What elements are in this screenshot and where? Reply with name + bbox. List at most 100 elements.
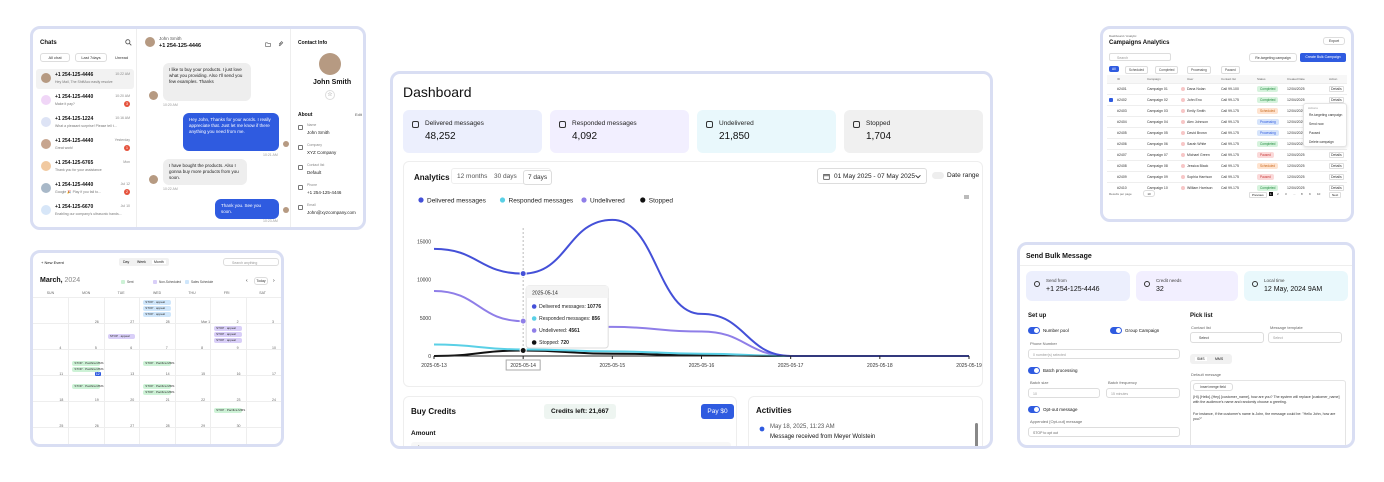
calendar-event[interactable]: STOP · appeal bbox=[214, 332, 242, 337]
action-menu-item[interactable]: Send now bbox=[1309, 122, 1324, 126]
chart-menu-icon[interactable] bbox=[964, 195, 969, 199]
calendar-event[interactable]: STOP · appeal bbox=[143, 300, 171, 305]
page-button[interactable]: 10 bbox=[1317, 192, 1321, 196]
day-number[interactable]: 2 bbox=[236, 320, 239, 324]
calendar-event[interactable]: STOP · Pacifica MMS bbox=[143, 361, 175, 366]
range-12-months[interactable]: 12 months bbox=[457, 173, 488, 180]
table-row[interactable]: #2408 Campaign 08 Jessica Black Call 99-175… bbox=[1107, 160, 1347, 171]
day-number[interactable]: 26 bbox=[94, 424, 99, 428]
tab-paused[interactable]: Paused bbox=[1221, 66, 1240, 74]
day-number[interactable]: 28 bbox=[165, 424, 170, 428]
table-row[interactable]: #2402 Campaign 02 John Eno Call 99-175 Compl… bbox=[1107, 94, 1347, 105]
day-number[interactable]: 19 bbox=[94, 398, 99, 402]
tab-mms[interactable]: MMS bbox=[1215, 357, 1224, 361]
calendar-event[interactable]: STOP · appeal bbox=[143, 312, 171, 317]
action-menu-item[interactable]: Re-targeting campaign bbox=[1309, 113, 1343, 117]
row-checkbox[interactable] bbox=[1109, 98, 1113, 102]
date-range-toggle[interactable] bbox=[932, 172, 944, 179]
day-number[interactable]: 28 bbox=[165, 320, 170, 324]
contact-star-button[interactable]: ☆ bbox=[325, 90, 335, 100]
tab-processing[interactable]: Processing bbox=[1187, 66, 1211, 74]
view-week[interactable]: Week bbox=[137, 260, 146, 264]
range-30-days[interactable]: 30 days bbox=[494, 173, 517, 180]
calendar-event[interactable]: STOP · Pacifica MMS bbox=[72, 384, 104, 389]
page-button[interactable]: 2 bbox=[1277, 192, 1279, 196]
day-number[interactable]: 26 bbox=[94, 320, 99, 324]
table-row[interactable]: #2409 Campaign 09 Sophia Harrison Call 99-1… bbox=[1107, 171, 1347, 182]
view-month[interactable]: Month bbox=[152, 260, 166, 264]
table-row[interactable]: #2401 Campaign 01 Dana Nolan Call 99-100 Com… bbox=[1107, 83, 1347, 94]
day-number[interactable]: 11 bbox=[59, 372, 64, 376]
number-pool-toggle[interactable] bbox=[1028, 327, 1040, 334]
day-number[interactable]: 8 bbox=[201, 346, 204, 350]
chat-list-item[interactable]: +1 254-125-4440 Great work! Yesterday 1 bbox=[36, 135, 134, 155]
default-message-editor[interactable]: Insert merge field {Hi} {Hello} {Hey} [c… bbox=[1190, 380, 1346, 445]
export-button[interactable]: Export bbox=[1323, 37, 1345, 45]
phone-number-select[interactable]: 0 number(s) selected bbox=[1028, 349, 1180, 359]
edit-button[interactable]: Edit bbox=[355, 112, 362, 117]
prev-month-button[interactable]: ‹ bbox=[246, 278, 248, 284]
group-campaign-toggle[interactable] bbox=[1110, 327, 1122, 334]
day-number[interactable]: 29 bbox=[201, 424, 206, 428]
chat-list-item[interactable]: +1 254-125-4440 Google 🎉 Play if you fail… bbox=[36, 179, 134, 199]
page-button[interactable]: ... bbox=[1293, 192, 1296, 196]
day-number[interactable]: 12 bbox=[94, 372, 101, 376]
retargeting-campaign-button[interactable]: Re-targeting campaign bbox=[1249, 53, 1297, 62]
next-month-button[interactable]: › bbox=[273, 278, 275, 284]
action-menu-item[interactable]: Delete campaign bbox=[1309, 140, 1334, 144]
chat-list-item[interactable]: +1 254-125-6670 Enabling our company's ul… bbox=[36, 201, 134, 221]
create-bulk-campaign-button[interactable]: Create Bulk Campaign bbox=[1300, 53, 1346, 62]
activities-scrollbar[interactable] bbox=[975, 423, 978, 446]
day-number[interactable]: 14 bbox=[165, 372, 170, 376]
chat-list-item[interactable]: +1 254-125-6765 Thank you for your assist… bbox=[36, 157, 134, 177]
calendar-search-input[interactable]: Search anything bbox=[223, 258, 279, 266]
day-number[interactable]: 18 bbox=[59, 398, 64, 402]
chat-list-item[interactable]: +1 254-125-4446 Hey Mail, The ShiftAcc ea… bbox=[36, 69, 134, 89]
action-menu-item[interactable]: Paused bbox=[1309, 131, 1321, 135]
details-button[interactable]: Details bbox=[1329, 174, 1344, 180]
view-day[interactable]: Day bbox=[123, 260, 130, 264]
details-button[interactable]: Details bbox=[1329, 152, 1344, 158]
day-number[interactable]: 7 bbox=[165, 346, 168, 350]
day-number[interactable]: 22 bbox=[201, 398, 206, 402]
calendar-event[interactable]: STOP · Pacifica MMS bbox=[72, 367, 104, 372]
contact-list-select[interactable]: Select bbox=[1190, 332, 1264, 343]
batch-processing-toggle[interactable] bbox=[1028, 367, 1040, 374]
day-number[interactable]: 30 bbox=[236, 424, 241, 428]
next-page-button[interactable]: Next bbox=[1329, 192, 1342, 198]
pay-button[interactable]: Pay $0 bbox=[701, 404, 734, 419]
batch-size-input[interactable]: 10 bbox=[1028, 388, 1100, 398]
calendar-event[interactable]: STOP · appeal bbox=[143, 306, 171, 311]
tab-scheduled[interactable]: Scheduled bbox=[1125, 66, 1149, 74]
prev-page-button[interactable]: Previous bbox=[1249, 192, 1267, 198]
page-button[interactable]: 3 bbox=[1285, 192, 1287, 196]
tab-all[interactable]: All bbox=[1109, 66, 1119, 72]
day-number[interactable]: 13 bbox=[130, 372, 135, 376]
calendar-event[interactable]: STOP · Pacifica MMS bbox=[143, 390, 175, 395]
day-number[interactable]: 9 bbox=[236, 346, 239, 350]
day-number[interactable]: 27 bbox=[130, 320, 135, 324]
day-number[interactable]: 21 bbox=[165, 398, 170, 402]
day-number[interactable]: 4 bbox=[59, 346, 62, 350]
date-range-picker[interactable]: 01 May 2025 - 07 May 2025 bbox=[817, 168, 927, 184]
batch-frequency-select[interactable]: 15 minutes bbox=[1106, 388, 1180, 398]
day-number[interactable]: 15 bbox=[201, 372, 206, 376]
day-number[interactable]: 20 bbox=[130, 398, 135, 402]
day-number[interactable]: 10 bbox=[272, 346, 276, 350]
today-button[interactable]: Today bbox=[254, 277, 268, 285]
folder-icon[interactable] bbox=[265, 41, 271, 47]
data-point[interactable] bbox=[519, 346, 527, 354]
day-number[interactable]: 16 bbox=[236, 372, 241, 376]
day-number[interactable]: 24 bbox=[272, 398, 276, 402]
opt-out-toggle[interactable] bbox=[1028, 406, 1040, 413]
tab-sms[interactable]: SMS bbox=[1195, 357, 1207, 361]
details-button[interactable]: Details bbox=[1329, 86, 1344, 92]
calendar-event[interactable]: STOP · appeal bbox=[214, 338, 242, 343]
insert-merge-field-button[interactable]: Insert merge field bbox=[1193, 383, 1233, 391]
details-button[interactable]: Details bbox=[1329, 185, 1344, 191]
chat-list-item[interactable]: +1 254-125-1224 What a pleasant surprise!… bbox=[36, 113, 134, 133]
day-number[interactable]: Mar 1 bbox=[201, 320, 211, 324]
day-number[interactable]: 5 bbox=[94, 346, 97, 350]
table-row[interactable]: #2410 Campaign 10 William Harrison Call 99-… bbox=[1107, 182, 1347, 193]
page-button[interactable]: 9 bbox=[1309, 192, 1311, 196]
